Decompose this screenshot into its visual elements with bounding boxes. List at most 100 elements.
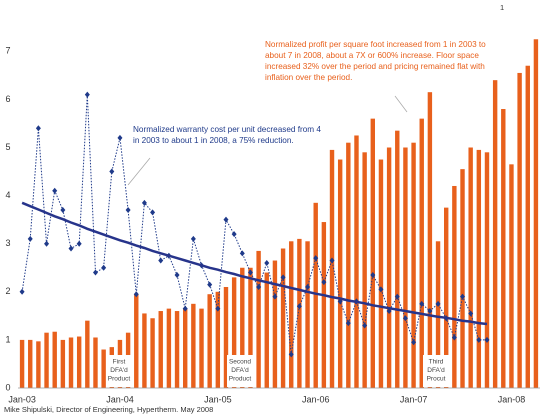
x-tick-label: Jan-07 [400,394,428,404]
diamond-marker [280,274,286,281]
diamond-marker [256,283,262,290]
leader-line [394,95,408,113]
diamond-marker [313,255,319,262]
x-tick-label: Jan-08 [498,394,526,404]
bar [313,202,318,388]
diamond-marker [239,250,245,257]
diamond-marker [52,187,58,194]
bar [19,339,25,388]
bar [403,147,408,388]
y-tick-label: 1 [5,334,10,344]
bar [183,308,188,388]
diamond-marker [476,336,482,343]
bar [76,336,82,388]
bar [517,72,522,388]
milestone-label: Product [229,376,252,383]
bar [370,118,375,388]
diamond-marker [411,339,417,346]
diamond-marker [150,209,156,216]
bar [150,318,155,388]
diamond-marker [76,240,82,247]
bar [60,339,66,388]
bar [142,313,147,388]
diamond-marker [125,207,131,214]
bar [444,207,449,388]
bar [346,142,351,388]
warranty-line [21,94,487,355]
bar [240,267,245,388]
bar [191,303,196,388]
x-tick-label: Jan-05 [204,394,232,404]
diamond-marker [329,257,335,264]
y-tick-label: 3 [5,238,10,248]
diamond-marker [288,351,294,358]
diamond-marker [468,310,474,317]
diamond-marker [223,216,229,223]
diamond-marker [141,199,147,206]
bar [378,159,384,388]
bar [158,311,163,388]
bar [452,185,457,388]
bar [435,241,441,388]
annotation: in 2003 to about 1 in 2008, a 75% reduct… [133,136,294,145]
diamond-marker [305,283,311,290]
bar [52,331,57,388]
diamond-marker [207,281,213,288]
bar [248,267,253,388]
bar [362,152,367,388]
diamond-marker [460,293,466,300]
diamond-marker [133,291,139,298]
bar [85,320,90,388]
diamond-marker [378,286,384,293]
bar [264,272,269,388]
footer: Mike Shipulski, Director of Engineering,… [4,405,213,414]
annotation: Normalized warranty cost per unit decrea… [133,125,321,134]
bar [354,135,359,388]
y-tick-label: 2 [5,286,10,296]
bar [468,147,473,388]
bar [460,169,465,388]
milestone-box [227,355,253,387]
diamond-marker [321,279,327,286]
diamond-marker [158,257,164,264]
diamond-marker [247,269,253,276]
bar [509,164,514,388]
milestone-label: DFA'd [231,367,249,374]
x-tick-label: Jan-04 [106,394,134,404]
bar [272,260,278,388]
bar [386,147,392,388]
annotation: increased 32% over the period and pricin… [265,62,485,71]
diamond-marker [68,245,74,252]
bar [329,149,335,388]
bar [199,308,204,388]
y-tick-label: 5 [5,142,10,152]
bar [36,341,41,388]
bar [207,294,212,388]
bar [525,65,530,388]
bar [280,248,286,388]
milestone-label: Product [108,376,131,383]
milestone-label: First [113,359,126,366]
bar [223,286,229,388]
diamond-marker [402,315,408,322]
bar [395,130,400,389]
milestone-label: Procut [427,376,446,383]
bar [492,80,498,388]
bar [93,337,98,388]
diamond-marker [215,305,221,312]
diamond-marker [370,271,376,278]
diamond-marker [451,334,457,341]
diamond-marker [60,207,66,214]
milestone-label: DFA'd [427,367,445,374]
diamond-marker [174,271,180,278]
diamond-marker [182,305,188,312]
bar [419,118,424,388]
bar [533,39,539,389]
diamond-marker [35,125,41,132]
annotation: about 7 in 2008, about a 7X or 600% incr… [265,51,479,60]
diamond-marker [435,300,441,307]
bar [215,291,221,388]
bar [231,277,237,388]
trend-line [21,201,488,326]
